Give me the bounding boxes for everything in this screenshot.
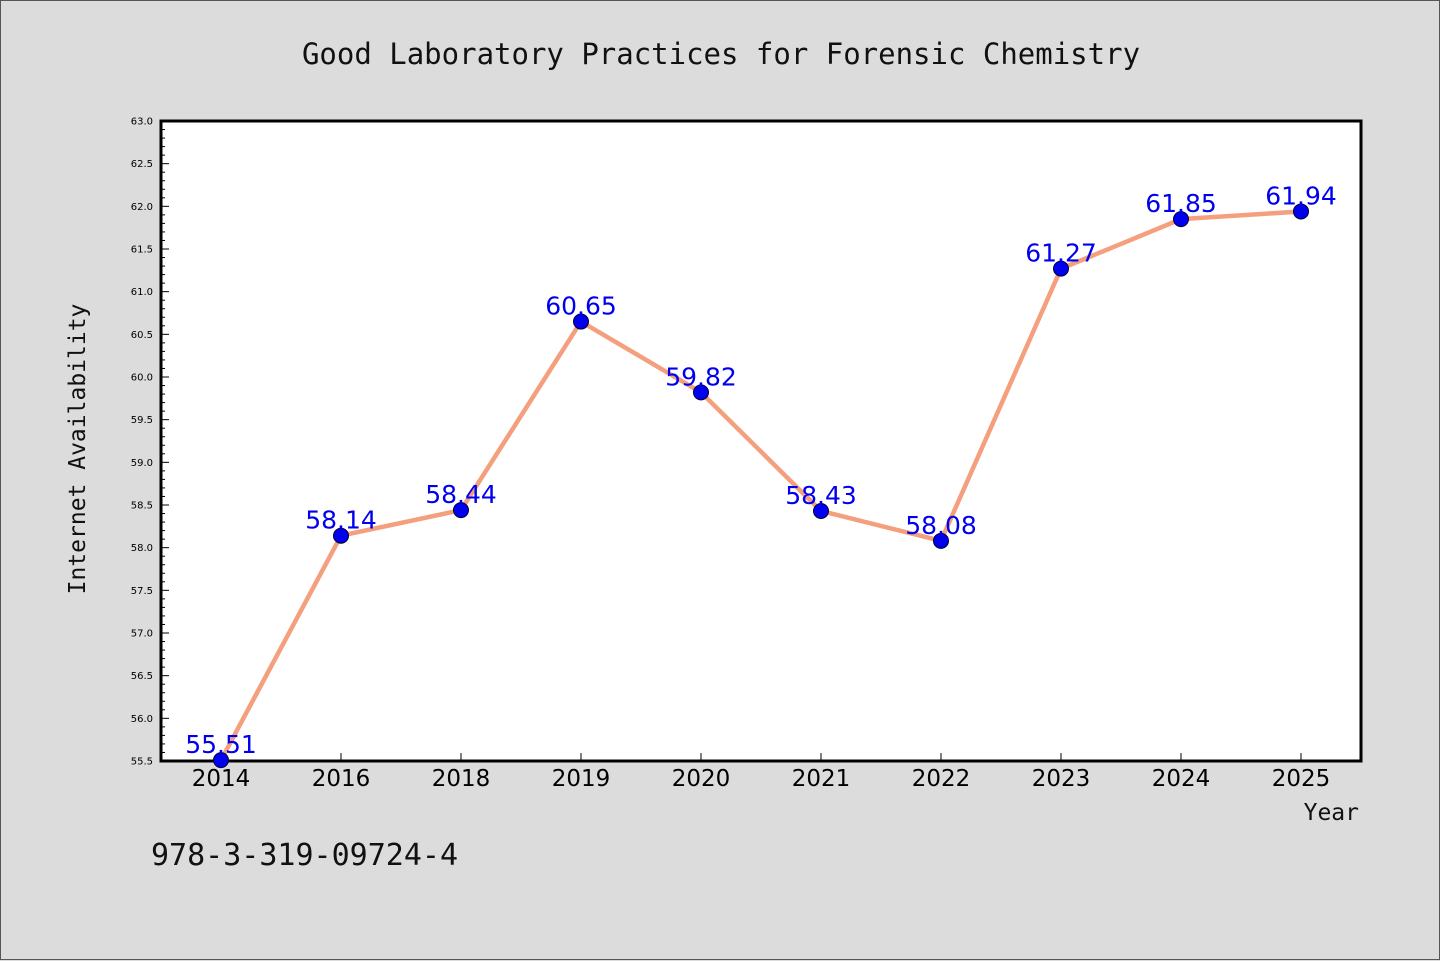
y-tick-label: 55.5 — [131, 757, 153, 768]
y-tick-label: 61.5 — [131, 245, 153, 256]
x-axis: 2014 2016 2018 2019 2020 2021 2022 2023 2024 2025 — [192, 753, 1331, 792]
data-label: 58.43 — [785, 481, 857, 510]
data-label: 61.94 — [1265, 181, 1337, 210]
data-point — [573, 313, 589, 330]
x-tick-label: 2020 — [672, 766, 731, 792]
y-tick-label: 61.0 — [131, 287, 153, 298]
x-tick-label: 2019 — [552, 766, 611, 792]
y-tick-label: 57.0 — [131, 629, 153, 640]
y-tick-label: 60.5 — [131, 330, 153, 341]
x-tick-label: 2016 — [312, 766, 371, 792]
x-tick-label: 2018 — [432, 766, 491, 792]
y-tick-label: 58.0 — [131, 543, 153, 554]
x-tick-label: 2024 — [1152, 766, 1211, 792]
y-tick-label: 62.0 — [131, 202, 153, 213]
series-line — [219, 209, 1302, 762]
data-label: 58.44 — [425, 480, 497, 509]
y-tick-label: 58.5 — [131, 501, 153, 512]
x-tick-label: 2021 — [792, 766, 851, 792]
data-point — [933, 532, 949, 549]
data-point — [813, 502, 829, 519]
y-tick-label: 57.5 — [131, 586, 153, 597]
data-point — [333, 527, 349, 544]
data-point — [693, 384, 709, 401]
data-point — [1053, 260, 1069, 277]
data-label: 61.85 — [1145, 189, 1217, 218]
data-point — [1293, 203, 1309, 220]
y-tick-label: 56.0 — [131, 714, 153, 725]
y-axis: 55.5 56.0 56.5 57.0 57.5 58.0 58.5 59.0 59.5 60.0… — [131, 117, 169, 768]
y-tick-label: 63.0 — [131, 117, 153, 128]
x-tick-label: 2023 — [1032, 766, 1091, 792]
x-axis-label: Year — [1304, 800, 1359, 826]
data-label: 59.82 — [665, 362, 737, 391]
data-point — [453, 502, 469, 519]
y-axis-label: Internet Availability — [65, 304, 91, 595]
x-tick-label: 2025 — [1272, 766, 1331, 792]
y-tick-label: 59.5 — [131, 415, 153, 426]
data-point — [1173, 211, 1189, 228]
y-tick-label: 60.0 — [131, 373, 153, 384]
x-tick-label: 2014 — [192, 766, 251, 792]
chart-title: Good Laboratory Practices for Forensic C… — [302, 37, 1140, 71]
data-label: 58.08 — [905, 511, 977, 540]
data-label: 60.65 — [545, 292, 617, 321]
series-layer: 55.51 58.14 58.44 60.65 59.82 58.43 58.08 61.27… — [185, 181, 1337, 769]
x-tick-label: 2022 — [912, 766, 971, 792]
y-tick-label: 59.0 — [131, 458, 153, 469]
data-point — [213, 752, 229, 769]
data-label: 61.27 — [1025, 239, 1097, 268]
y-tick-label: 62.5 — [131, 159, 153, 170]
data-label: 58.14 — [305, 506, 377, 535]
isbn-text: 978-3-319-09724-4 — [151, 838, 458, 873]
y-tick-label: 56.5 — [131, 671, 153, 682]
data-label: 55.51 — [185, 730, 257, 759]
